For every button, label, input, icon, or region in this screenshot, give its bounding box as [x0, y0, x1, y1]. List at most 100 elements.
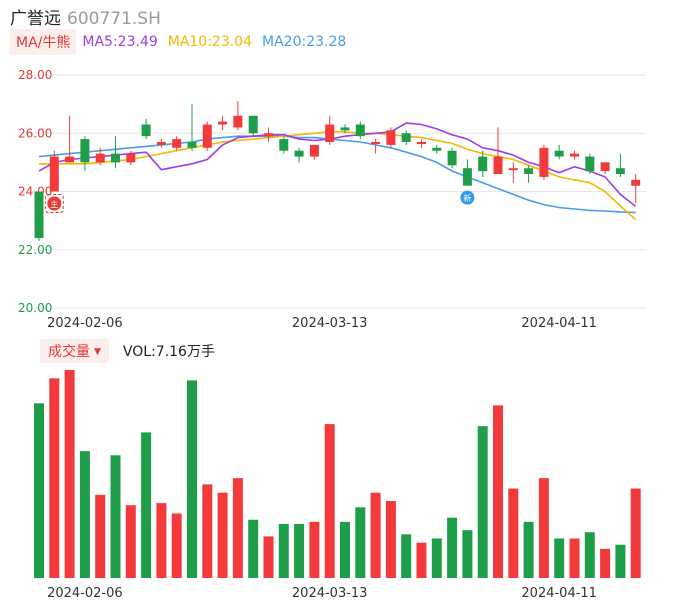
event-marker-icon [460, 190, 475, 205]
volume-date-label: 2024-02-06 [47, 586, 123, 601]
volume-bar [401, 534, 412, 578]
stock-code: 600771.SH [67, 9, 161, 29]
volume-bar [477, 426, 488, 578]
price-tick-label: 28.00 [18, 68, 52, 82]
volume-bar [600, 548, 611, 578]
candle-body [218, 121, 228, 125]
ma20-label: MA20:23.28 [262, 34, 347, 50]
volume-bar [64, 370, 75, 578]
candle-body [309, 144, 319, 157]
candle-body [401, 133, 411, 142]
stock-header: 广誉远 600771.SH [10, 4, 161, 29]
ma20-line [38, 135, 636, 214]
volume-bar [217, 492, 228, 578]
candle-body [432, 147, 442, 151]
candle-body [585, 156, 595, 172]
volume-bar [493, 405, 503, 578]
candle-body [447, 150, 457, 166]
volume-bar [141, 432, 152, 578]
candle-body [156, 141, 166, 145]
candle-body [80, 139, 90, 163]
volume-indicator-dropdown[interactable]: 成交量 ▼ [40, 339, 109, 363]
volume-bar [355, 507, 366, 578]
candle-body [233, 115, 243, 128]
volume-date-label: 2024-03-13 [292, 586, 368, 601]
candle-body [417, 141, 426, 144]
volume-bar [508, 488, 519, 578]
candle-body [264, 133, 273, 137]
ma10-label: MA10:23.04 [167, 34, 253, 50]
volume-bar [584, 532, 595, 578]
volume-value: VOL:7.16万手 [122, 344, 215, 360]
candle-body [508, 168, 518, 171]
price-tick-label: 22.00 [18, 243, 52, 257]
volume-bar [79, 451, 90, 578]
price-tick-label: 20.00 [18, 301, 52, 315]
volume-bar [125, 505, 136, 578]
candle-body [65, 156, 75, 163]
volume-bar [370, 492, 381, 578]
candle-body [631, 179, 641, 186]
candle-body [539, 147, 549, 177]
candle-body [600, 162, 610, 172]
candle-body [141, 124, 151, 137]
candle-body [554, 150, 564, 157]
candle-body [95, 153, 105, 163]
candle-body [325, 124, 335, 142]
volume-tag-label: 成交量 [48, 344, 90, 360]
event-marker-icon [47, 196, 62, 211]
ma-indicator-toggle[interactable]: MA/牛熊 [10, 29, 77, 55]
candle-body [493, 156, 503, 175]
event-marker-label: 新 [463, 193, 471, 203]
volume-date-label: 2024-04-11 [521, 586, 597, 601]
volume-bar [202, 484, 213, 578]
candle-body [615, 168, 625, 175]
candle-body [371, 141, 381, 144]
volume-bar [278, 523, 289, 578]
ma-legend: MA/牛熊 MA5:23.49 MA10:23.04 MA20:23.28 [10, 29, 356, 55]
candle-body [570, 153, 579, 157]
volume-bar [324, 424, 335, 578]
volume-bar [95, 494, 106, 578]
candle-body [187, 141, 197, 148]
volume-bar [171, 513, 182, 578]
volume-bar [538, 478, 549, 578]
ma5-label: MA5:23.49 [82, 34, 158, 50]
volume-bar [462, 530, 473, 578]
volume-bar [156, 503, 167, 578]
volume-legend: 成交量 ▼ VOL:7.16万手 [40, 339, 215, 363]
volume-bar [569, 538, 580, 578]
candle-body [340, 127, 350, 131]
volume-bar [447, 517, 458, 578]
caret-down-icon: ▼ [94, 347, 101, 357]
candle-body [248, 115, 258, 134]
volume-bar [49, 378, 60, 578]
event-marker-frame [44, 194, 64, 213]
volume-bar [523, 521, 534, 578]
ma10-line [39, 131, 637, 221]
volume-bar [431, 538, 442, 578]
candle-body [126, 153, 136, 163]
candle-body [478, 156, 488, 172]
candle-body [386, 130, 396, 145]
volume-bar [34, 403, 44, 578]
candle-body [49, 156, 59, 192]
candle-body [294, 150, 304, 157]
candle-body [111, 153, 120, 163]
event-marker-label: 主 [50, 199, 58, 209]
volume-bar [248, 519, 259, 578]
volume-bar [263, 536, 274, 578]
volume-bar [187, 380, 197, 578]
candle-body [172, 139, 182, 148]
volume-bar [385, 501, 396, 578]
candle-body [279, 139, 289, 151]
price-date-label: 2024-03-13 [292, 316, 368, 331]
stock-name: 广誉远 [10, 9, 61, 29]
volume-bar [554, 538, 565, 578]
volume-bar [232, 478, 243, 578]
volume-bar [416, 542, 427, 578]
candle-body [462, 168, 472, 186]
candle-body [355, 124, 365, 137]
price-date-label: 2024-04-11 [521, 316, 597, 331]
